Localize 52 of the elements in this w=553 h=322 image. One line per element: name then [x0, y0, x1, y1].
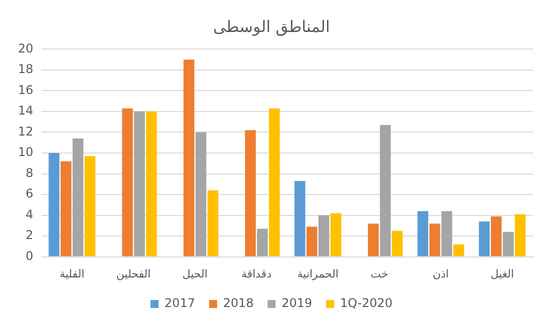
bar [478, 222, 490, 256]
y-tick-label: 18 [18, 62, 34, 76]
x-tick-label: دقداقة [241, 267, 272, 280]
y-tick-label: 8 [26, 166, 34, 180]
bar [72, 138, 84, 256]
x-tick-label: الفلية [60, 267, 84, 280]
bar [318, 215, 330, 256]
bar [184, 60, 194, 256]
bar [453, 244, 464, 256]
x-tick-label: خت [370, 267, 388, 280]
bar [257, 228, 268, 256]
bar [48, 153, 60, 256]
bar [245, 130, 256, 256]
bar [196, 132, 206, 256]
legend-label: 2019 [282, 296, 312, 310]
bar [294, 181, 306, 256]
bar [502, 232, 514, 256]
bar [330, 213, 342, 256]
bar [514, 214, 526, 256]
bar [60, 161, 72, 256]
x-tick-label: الغيل [490, 267, 514, 280]
bar [134, 111, 145, 256]
bar [208, 190, 218, 256]
bar [122, 108, 133, 256]
y-tick-label: 10 [18, 145, 34, 160]
x-tick-label: اذن [432, 267, 449, 280]
bar [490, 216, 502, 256]
x-tick-label: الحيل [182, 267, 208, 280]
y-tick-label: 6 [26, 186, 34, 201]
legend-label: 2018 [223, 296, 254, 310]
bar [84, 156, 96, 256]
y-tick-label: 2 [26, 228, 34, 242]
legend-label: 2017 [164, 296, 196, 310]
bar [429, 224, 440, 256]
bar [306, 226, 318, 256]
bar [368, 224, 379, 256]
y-tick-label: 12 [18, 124, 34, 138]
bar [268, 108, 280, 256]
bar [146, 111, 157, 256]
legend-label: 1Q-2020 [340, 296, 392, 310]
bar [380, 124, 391, 256]
y-tick-label: 0 [26, 248, 34, 263]
x-tick-label: الفحلين [116, 267, 151, 280]
chart-title: المناطق الوسطى [213, 16, 330, 36]
bar [441, 211, 452, 256]
bar [417, 211, 428, 256]
y-tick-label: 16 [18, 82, 34, 97]
x-tick-label: الحمرانية [297, 267, 339, 280]
bar [392, 230, 403, 256]
y-tick-label: 14 [18, 104, 34, 118]
y-tick-label: 4 [26, 207, 34, 222]
y-tick-label: 20 [18, 41, 34, 56]
